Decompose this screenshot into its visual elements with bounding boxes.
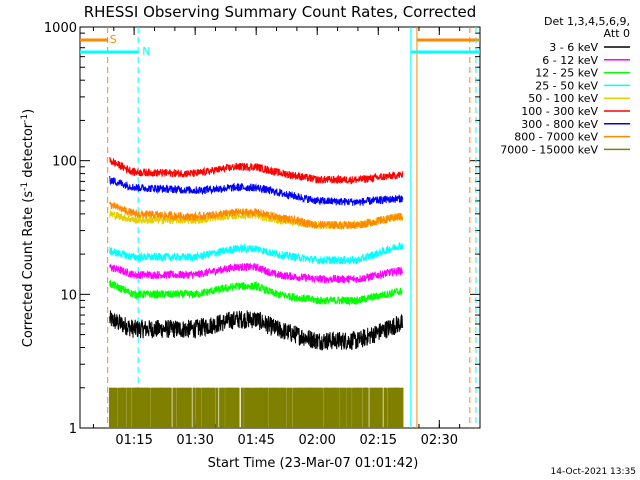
legend-label: 300 - 800 keV — [521, 118, 598, 131]
y-tick-label: 10 — [60, 288, 77, 303]
y-tick-label: 1 — [69, 422, 77, 437]
legend-label: 100 - 300 keV — [521, 105, 598, 118]
y-axis-title-main: Corrected Count Rate (s — [21, 191, 36, 348]
x-tick-label: 01:45 — [237, 433, 274, 448]
series-bars — [108, 387, 404, 428]
series-line — [109, 262, 404, 284]
legend-label: 6 - 12 keV — [542, 54, 598, 67]
series-line — [109, 157, 404, 185]
legend-label: 50 - 100 keV — [528, 92, 598, 105]
y-axis-title-exp2: -1 — [20, 114, 30, 123]
legend-header-line1: Det 1,3,4,5,6,9, — [544, 15, 630, 28]
flag-label-n: N — [142, 45, 150, 58]
x-tick-label: 01:15 — [115, 433, 152, 448]
x-axis-title: Start Time (23-Mar-07 01:01:42) — [208, 456, 419, 471]
legend-label: 3 - 6 keV — [549, 41, 598, 54]
y-tick-label: 1000 — [44, 21, 77, 36]
series-line — [109, 201, 404, 231]
legend-label: 12 - 25 keV — [535, 67, 598, 80]
y-tick-label: 100 — [52, 155, 77, 170]
plot-area: 1 10 100 1000 01:15 01:30 01:45 02:00 02:15 02:30… — [44, 21, 481, 448]
y-axis-title-end: ) — [21, 109, 36, 114]
legend-label: 25 - 50 keV — [535, 79, 598, 92]
series-line — [109, 279, 404, 307]
legend-header-line2: Att 0 — [604, 27, 630, 40]
series-line — [109, 175, 404, 206]
generation-timestamp: 14-Oct-2021 13:35 — [551, 467, 636, 477]
legend-label: 800 - 7000 keV — [514, 131, 598, 144]
legend-label: 7000 - 15000 keV — [500, 143, 598, 156]
chart-title: RHESSI Observing Summary Count Rates, Co… — [84, 3, 477, 21]
x-tick-label: 02:00 — [298, 433, 335, 448]
x-tick-label: 01:30 — [176, 433, 213, 448]
flag-label-s: S — [110, 33, 117, 46]
y-axis-title-mid: detector — [21, 122, 36, 182]
y-axis-title-exp1: -1 — [20, 182, 30, 191]
x-tick-label: 02:30 — [421, 433, 458, 448]
series-line — [109, 241, 404, 265]
x-tick-label: 02:15 — [360, 433, 397, 448]
y-axis-title: Corrected Count Rate (s-1 detector-1) — [20, 109, 36, 347]
series-line — [109, 310, 404, 351]
